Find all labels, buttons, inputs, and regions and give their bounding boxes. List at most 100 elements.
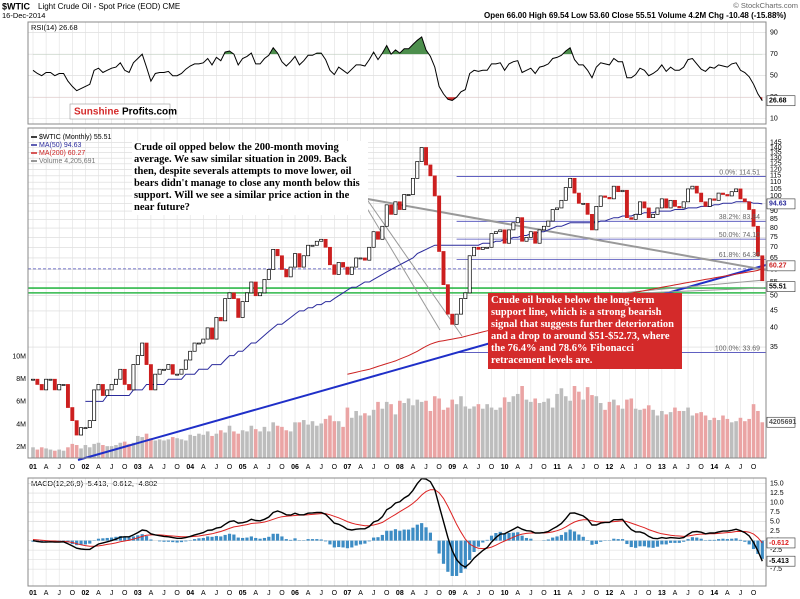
candle bbox=[651, 213, 656, 219]
volume-bar bbox=[101, 445, 105, 458]
candle bbox=[590, 213, 594, 231]
volume-bar bbox=[555, 393, 559, 458]
x-tick-label: J bbox=[267, 464, 271, 471]
macd-histogram-bar bbox=[437, 540, 441, 554]
candle bbox=[332, 264, 337, 275]
x-tick-label: 07 bbox=[344, 590, 352, 597]
macd-histogram-bar bbox=[219, 536, 223, 541]
volume-bar bbox=[323, 418, 328, 458]
volume-bar bbox=[170, 437, 175, 458]
volume-bar bbox=[267, 431, 271, 458]
last-value-box bbox=[766, 416, 796, 428]
volume-bar bbox=[712, 417, 717, 458]
candle bbox=[227, 292, 232, 299]
candle bbox=[380, 225, 385, 240]
last-value-box bbox=[766, 555, 796, 567]
candle bbox=[262, 279, 267, 294]
x-tick-label: A bbox=[306, 464, 311, 471]
volume-bar bbox=[437, 398, 441, 458]
volume-bar bbox=[411, 405, 415, 458]
candle bbox=[271, 249, 276, 270]
annotation: Crude oil broke below the long-term supp… bbox=[488, 293, 682, 369]
macd-histogram-bar bbox=[110, 537, 114, 541]
candle bbox=[493, 231, 498, 234]
volume-bar bbox=[48, 449, 53, 458]
volume-bar bbox=[122, 441, 127, 458]
macd-histogram-bar bbox=[572, 531, 577, 541]
candle bbox=[284, 269, 289, 278]
macd-histogram-bar bbox=[551, 537, 555, 541]
volume-bar bbox=[459, 396, 463, 458]
volume-bar bbox=[61, 450, 66, 458]
x-tick-label: J bbox=[215, 590, 219, 597]
candle bbox=[555, 207, 559, 210]
candle bbox=[524, 237, 529, 242]
macd-histogram-bar bbox=[668, 540, 673, 543]
volume-bar bbox=[651, 409, 655, 458]
candle bbox=[166, 364, 171, 370]
x-tick-label: O bbox=[384, 590, 390, 597]
candle bbox=[742, 198, 747, 203]
candle bbox=[393, 201, 398, 215]
volume-bar bbox=[297, 422, 302, 458]
candle bbox=[100, 384, 105, 396]
macd-histogram-bar bbox=[140, 534, 144, 541]
macd-histogram-bar bbox=[747, 540, 751, 545]
x-tick-label: J bbox=[529, 464, 533, 471]
candle bbox=[480, 246, 485, 250]
volume-bar bbox=[572, 386, 577, 458]
macd-histogram-bar bbox=[529, 538, 533, 541]
candle bbox=[563, 187, 568, 201]
candle bbox=[266, 269, 271, 280]
candle bbox=[489, 233, 494, 248]
last-value-label: 55.51 bbox=[769, 284, 787, 291]
macd-histogram-bar bbox=[123, 536, 127, 541]
x-tick-label: J bbox=[319, 464, 323, 471]
volume-bar bbox=[476, 404, 481, 458]
volume-bar bbox=[507, 401, 511, 458]
x-tick-label: A bbox=[620, 464, 625, 471]
macd-histogram-bar bbox=[476, 540, 481, 547]
rsi-line bbox=[32, 36, 763, 101]
candle bbox=[279, 255, 284, 270]
x-tick-label: 01 bbox=[29, 464, 37, 471]
volume-bar bbox=[542, 401, 546, 458]
volume-bar bbox=[79, 448, 83, 458]
macd-histogram-bar bbox=[389, 530, 393, 541]
volume-bar bbox=[520, 386, 524, 458]
volume-bar bbox=[275, 425, 280, 458]
macd-histogram-bar bbox=[376, 537, 380, 541]
volume-bar bbox=[756, 410, 760, 458]
candle bbox=[79, 427, 83, 436]
candle bbox=[624, 189, 629, 219]
macd-histogram-bar bbox=[227, 533, 232, 541]
x-tick-label: J bbox=[267, 590, 271, 597]
candle bbox=[664, 198, 669, 209]
volume-bar bbox=[738, 417, 743, 458]
fib-label: 61.8%: 64.36 bbox=[719, 252, 760, 259]
x-tick-label: O bbox=[174, 464, 180, 471]
candle bbox=[415, 161, 420, 179]
x-tick-label: 07 bbox=[344, 464, 352, 471]
macd-histogram-bar bbox=[651, 540, 655, 548]
watermark: Profits.com bbox=[122, 107, 177, 118]
candle bbox=[306, 244, 311, 257]
macd-histogram-bar bbox=[415, 524, 419, 541]
macd-histogram-bar bbox=[367, 540, 371, 542]
candle bbox=[633, 213, 638, 220]
candle bbox=[297, 253, 302, 268]
candle bbox=[188, 350, 193, 361]
y-tick-label: 85 bbox=[770, 216, 778, 223]
macd-histogram-bar bbox=[450, 540, 454, 576]
x-tick-label: J bbox=[634, 464, 638, 471]
x-tick-label: 06 bbox=[291, 464, 299, 471]
macd-histogram-bar bbox=[498, 531, 502, 541]
x-tick-label: A bbox=[515, 464, 520, 471]
candle bbox=[214, 317, 219, 340]
y-tick-label: 115 bbox=[770, 173, 781, 180]
x-tick-label: J bbox=[686, 590, 690, 597]
candle bbox=[319, 238, 324, 242]
candle bbox=[376, 231, 380, 240]
candle bbox=[105, 389, 110, 396]
volume-bar bbox=[83, 445, 88, 458]
